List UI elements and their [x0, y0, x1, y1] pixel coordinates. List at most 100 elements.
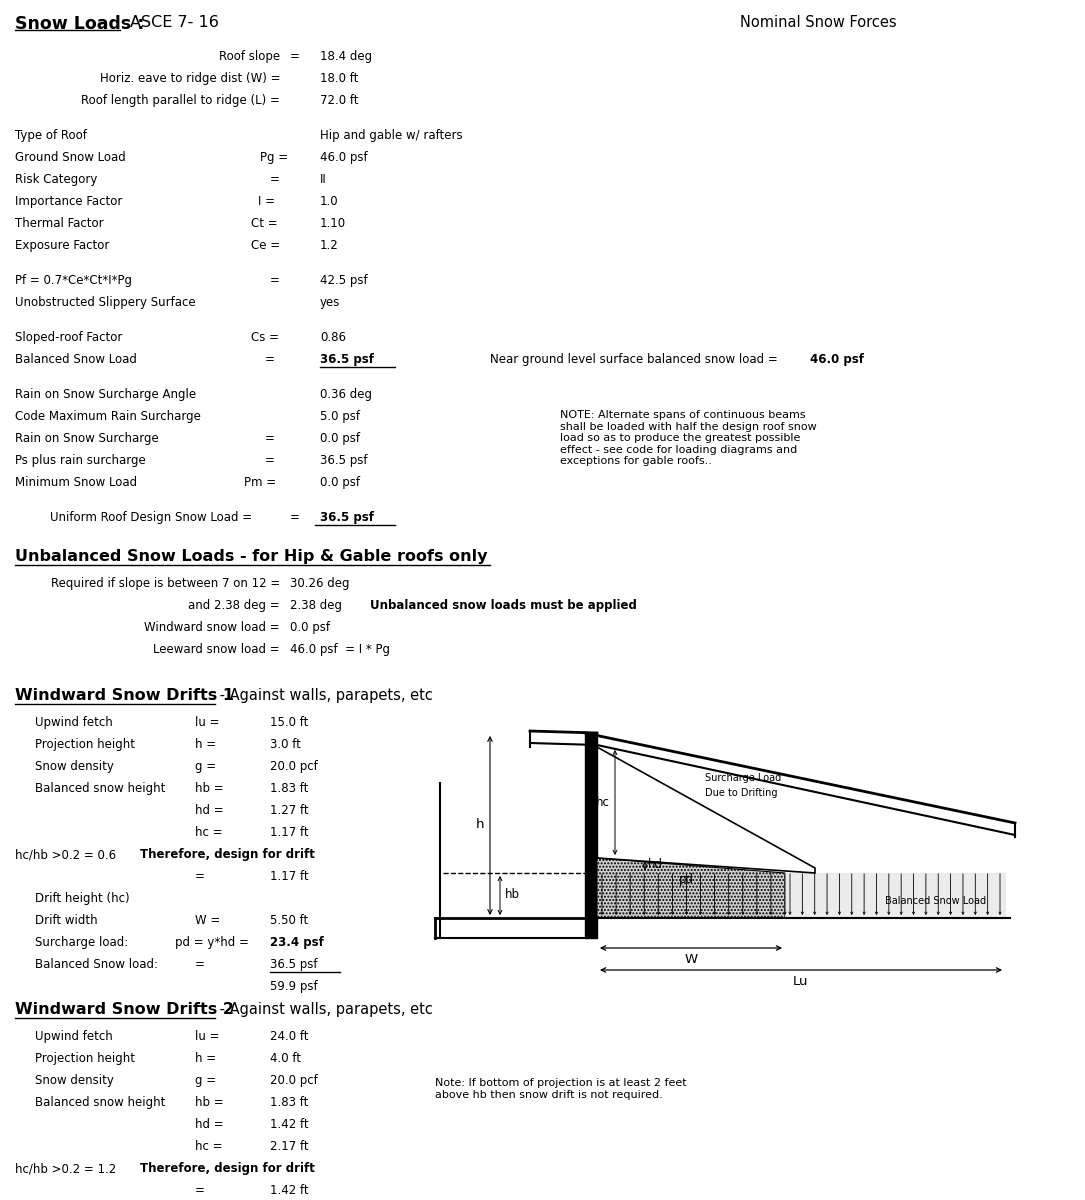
Text: 4.0 ft: 4.0 ft	[270, 1052, 301, 1066]
Text: yes: yes	[320, 296, 341, 308]
Text: Rain on Snow Surcharge: Rain on Snow Surcharge	[15, 432, 158, 445]
Text: ASCE 7- 16: ASCE 7- 16	[130, 14, 219, 30]
Text: Projection height: Projection height	[35, 738, 135, 751]
Text: 59.9 psf: 59.9 psf	[270, 980, 318, 994]
Text: =: =	[265, 432, 275, 445]
Text: =: =	[290, 511, 299, 524]
Text: Pm =: Pm =	[244, 476, 276, 490]
Text: Ct =: Ct =	[251, 217, 278, 230]
Text: 36.5 psf: 36.5 psf	[320, 511, 374, 524]
Text: 72.0 ft: 72.0 ft	[320, 94, 358, 107]
Text: h =: h =	[195, 738, 216, 751]
Text: W =: W =	[195, 914, 220, 926]
Text: Windward Snow Drifts 2: Windward Snow Drifts 2	[15, 1002, 234, 1018]
Text: =: =	[290, 50, 299, 62]
Text: 15.0 ft: 15.0 ft	[270, 716, 308, 728]
Text: hc =: hc =	[195, 1140, 222, 1153]
Text: hd =: hd =	[195, 804, 224, 817]
Text: Upwind fetch: Upwind fetch	[35, 1030, 113, 1043]
Text: h: h	[475, 818, 484, 832]
Text: 0.0 psf: 0.0 psf	[290, 622, 330, 634]
Text: Ground Snow Load: Ground Snow Load	[15, 151, 126, 164]
Text: 5.50 ft: 5.50 ft	[270, 914, 308, 926]
Text: Thermal Factor: Thermal Factor	[15, 217, 104, 230]
Text: =: =	[195, 958, 205, 971]
Text: Required if slope is between 7 on 12 =: Required if slope is between 7 on 12 =	[51, 577, 280, 590]
Text: g =: g =	[195, 760, 216, 773]
Text: 18.0 ft: 18.0 ft	[320, 72, 358, 85]
Text: 5.0 psf: 5.0 psf	[320, 410, 360, 422]
Text: 0.0 psf: 0.0 psf	[320, 432, 360, 445]
Text: Balanced Snow load:: Balanced Snow load:	[35, 958, 158, 971]
Text: Roof length parallel to ridge (L) =: Roof length parallel to ridge (L) =	[81, 94, 280, 107]
Text: 1.83 ft: 1.83 ft	[270, 782, 308, 794]
Text: 36.5 psf: 36.5 psf	[270, 958, 318, 971]
Text: 30.26 deg: 30.26 deg	[290, 577, 349, 590]
Text: g =: g =	[195, 1074, 216, 1087]
Text: - Against walls, parapets, etc: - Against walls, parapets, etc	[215, 1002, 433, 1018]
Text: Uniform Roof Design Snow Load =: Uniform Roof Design Snow Load =	[50, 511, 252, 524]
Text: Windward Snow Drifts 1: Windward Snow Drifts 1	[15, 688, 234, 703]
Text: Minimum Snow Load: Minimum Snow Load	[15, 476, 137, 490]
Text: Pf = 0.7*Ce*Ct*I*Pg: Pf = 0.7*Ce*Ct*I*Pg	[15, 274, 132, 287]
Text: Snow density: Snow density	[35, 760, 114, 773]
Text: Sloped-roof Factor: Sloped-roof Factor	[15, 331, 123, 344]
Text: 18.4 deg: 18.4 deg	[320, 50, 372, 62]
Text: 1.17 ft: 1.17 ft	[270, 826, 308, 839]
Text: =: =	[265, 454, 275, 467]
Text: hc/hb >0.2 = 0.6: hc/hb >0.2 = 0.6	[15, 848, 116, 862]
Text: Drift height (hc): Drift height (hc)	[35, 892, 129, 905]
Text: W: W	[685, 953, 698, 966]
Text: Windward snow load =: Windward snow load =	[144, 622, 280, 634]
Text: 20.0 pcf: 20.0 pcf	[270, 1074, 318, 1087]
Text: Code Maximum Rain Surcharge: Code Maximum Rain Surcharge	[15, 410, 201, 422]
Text: 1.83 ft: 1.83 ft	[270, 1096, 308, 1109]
Text: Balanced snow height: Balanced snow height	[35, 1096, 165, 1109]
Text: 1.0: 1.0	[320, 194, 339, 208]
Text: 1.10: 1.10	[320, 217, 346, 230]
Text: 2.38 deg: 2.38 deg	[290, 599, 342, 612]
Text: - Against walls, parapets, etc: - Against walls, parapets, etc	[215, 688, 433, 703]
Text: and 2.38 deg =: and 2.38 deg =	[189, 599, 280, 612]
Text: Therefore, design for drift: Therefore, design for drift	[140, 848, 315, 862]
Text: hc =: hc =	[195, 826, 222, 839]
Text: pd = y*hd =: pd = y*hd =	[175, 936, 248, 949]
Text: Projection height: Projection height	[35, 1052, 135, 1066]
Text: Type of Roof: Type of Roof	[15, 128, 87, 142]
Text: 3.0 ft: 3.0 ft	[270, 738, 301, 751]
Text: hb =: hb =	[195, 782, 224, 794]
Text: 46.0 psf: 46.0 psf	[320, 151, 368, 164]
Text: hd: hd	[648, 858, 663, 871]
Text: =: =	[195, 1184, 205, 1198]
Text: 46.0 psf: 46.0 psf	[810, 353, 864, 366]
Text: Exposure Factor: Exposure Factor	[15, 239, 110, 252]
Text: Unbalanced Snow Loads - for Hip & Gable roofs only: Unbalanced Snow Loads - for Hip & Gable …	[15, 550, 487, 564]
Text: II: II	[320, 173, 327, 186]
Text: Leeward snow load =: Leeward snow load =	[153, 643, 280, 656]
Text: 36.5 psf: 36.5 psf	[320, 353, 374, 366]
Text: 2.17 ft: 2.17 ft	[270, 1140, 308, 1153]
Text: 1.27 ft: 1.27 ft	[270, 804, 308, 817]
Text: lu =: lu =	[195, 716, 219, 728]
Text: 1.17 ft: 1.17 ft	[270, 870, 308, 883]
Text: Pg =: Pg =	[260, 151, 289, 164]
Text: Roof slope: Roof slope	[219, 50, 280, 62]
Text: Balanced snow height: Balanced snow height	[35, 782, 165, 794]
Text: Surcharge Load: Surcharge Load	[705, 773, 781, 782]
Text: =: =	[270, 173, 280, 186]
Text: 42.5 psf: 42.5 psf	[320, 274, 368, 287]
Text: Balanced Snow Load: Balanced Snow Load	[15, 353, 137, 366]
Text: lu =: lu =	[195, 1030, 219, 1043]
Text: Unobstructed Slippery Surface: Unobstructed Slippery Surface	[15, 296, 195, 308]
Text: Therefore, design for drift: Therefore, design for drift	[140, 1162, 315, 1175]
Text: Near ground level surface balanced snow load =: Near ground level surface balanced snow …	[490, 353, 778, 366]
Text: h =: h =	[195, 1052, 216, 1066]
Text: Horiz. eave to ridge dist (W) =: Horiz. eave to ridge dist (W) =	[100, 72, 280, 85]
Text: Importance Factor: Importance Factor	[15, 194, 123, 208]
Text: 23.4 psf: 23.4 psf	[270, 936, 324, 949]
Text: Risk Category: Risk Category	[15, 173, 98, 186]
Text: 0.36 deg: 0.36 deg	[320, 388, 372, 401]
Text: Unbalanced snow loads must be applied: Unbalanced snow loads must be applied	[370, 599, 637, 612]
Text: Balanced Snow Load: Balanced Snow Load	[885, 896, 986, 906]
Text: Ps plus rain surcharge: Ps plus rain surcharge	[15, 454, 145, 467]
